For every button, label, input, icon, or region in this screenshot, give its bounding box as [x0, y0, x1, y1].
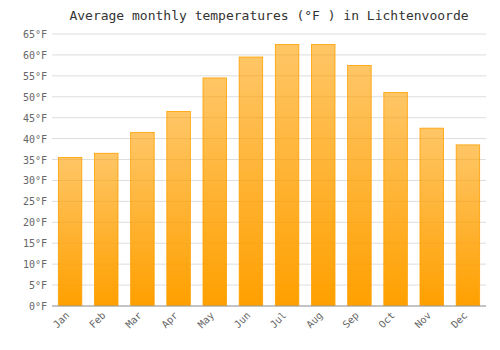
grid-line [52, 117, 486, 118]
page: {"chart_data": {"type": "bar", "title": … [0, 0, 500, 350]
grid-line [52, 75, 486, 76]
y-tick-label: 30°F [23, 175, 47, 186]
y-tick-label: 0°F [29, 301, 47, 312]
y-tick-label: 40°F [23, 134, 47, 145]
title: Average monthly temperatures (°F ) in Li… [69, 8, 468, 23]
y-tick-label: 35°F [23, 155, 47, 166]
x-tick-label: Mar [123, 310, 144, 331]
x-axis: Jan Feb Mar Apr May Jun Jul Aug Sep Oct Nov Dec [51, 306, 486, 330]
bar [239, 57, 263, 306]
y-axis: 0°F 5°F 10°F 15°F 20°F 25°F 30°F 35°F 40°F 45°F 50… [23, 29, 486, 312]
grid-line [52, 306, 486, 307]
y-tick-label: 50°F [23, 92, 47, 103]
bar [94, 153, 118, 306]
x-tick-label: Feb [87, 310, 108, 331]
bar [348, 65, 372, 306]
x-tick-label: Nov [413, 310, 434, 331]
bar [58, 157, 82, 306]
grid-line [52, 54, 486, 55]
bar [456, 145, 480, 306]
x-tick-label: Oct [376, 310, 397, 331]
y-tick-label: 60°F [23, 50, 47, 61]
bar [420, 128, 444, 306]
y-tick-label: 55°F [23, 71, 47, 82]
bar [275, 44, 299, 306]
y-tick-label: 65°F [23, 29, 47, 40]
x-tick-label: Jun [232, 310, 253, 331]
bars [58, 44, 479, 306]
x-tick-label: Dec [449, 310, 470, 331]
grid-line [52, 34, 486, 35]
bar [131, 132, 155, 306]
y-tick-label: 25°F [23, 196, 47, 207]
x-axis-line [52, 306, 486, 307]
y-tick-label: 5°F [29, 280, 47, 291]
y-tick-label: 45°F [23, 113, 47, 124]
y-tick-label: 10°F [23, 259, 47, 270]
x-tick-label: Aug [304, 310, 325, 331]
chart-container: Average monthly temperatures (°F ) in Li… [0, 0, 500, 350]
bar [167, 111, 191, 306]
grid-line [52, 96, 486, 97]
x-tick-label: May [196, 310, 217, 331]
x-tick-label: Jan [51, 310, 72, 331]
y-tick-label: 20°F [23, 217, 47, 228]
y-tick-label: 15°F [23, 238, 47, 249]
bar [384, 93, 408, 306]
bar [203, 78, 227, 306]
x-tick-label: Sep [340, 310, 361, 331]
chart: Average monthly temperatures (°F ) in Li… [0, 0, 500, 350]
bar [311, 44, 335, 306]
x-tick-label: Jul [268, 310, 289, 331]
x-tick-label: Apr [159, 310, 180, 331]
